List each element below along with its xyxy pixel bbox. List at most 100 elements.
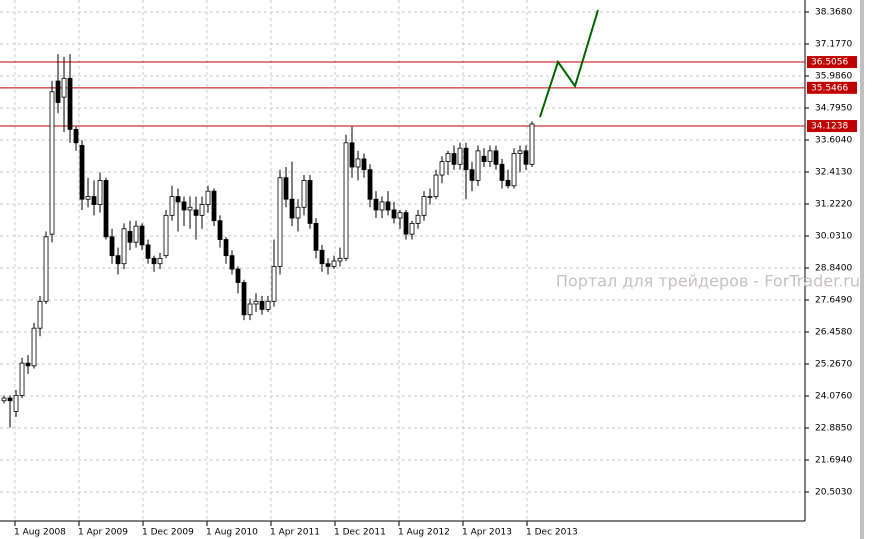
y-tick-label: 37.1770 [815, 40, 852, 50]
candle-body [331, 260, 337, 267]
x-tick-label: 1 Apr 2013 [462, 528, 512, 538]
candle-body [1, 397, 7, 402]
candle-body [79, 145, 85, 200]
candle-body [451, 153, 457, 165]
candle-body [73, 128, 79, 144]
candle-body [253, 300, 259, 305]
candle-body [271, 265, 277, 302]
x-tick-label: 1 Apr 2009 [78, 528, 128, 538]
y-tick-label: 21.6940 [815, 456, 852, 466]
candle-body [127, 231, 133, 243]
level-label-box [807, 120, 857, 133]
candle-body [169, 196, 175, 216]
candle-body [355, 158, 361, 168]
candle-body [91, 196, 97, 206]
candle-body [391, 209, 397, 219]
candle-body [523, 150, 529, 165]
candle-body [193, 209, 199, 216]
y-tick-label: 26.4580 [815, 328, 852, 338]
x-tick-label: 1 Apr 2011 [270, 528, 320, 538]
candle-body [139, 225, 145, 246]
candle-body [505, 180, 511, 187]
candle-body [235, 268, 241, 283]
candle-body [283, 177, 289, 200]
candle-body [517, 150, 523, 154]
y-tick-label: 22.8850 [815, 424, 852, 434]
candle-body [379, 201, 385, 211]
candle-body [217, 220, 223, 240]
candle-body [97, 180, 103, 206]
watermark: Портал для трейдеров - ForTrader.ru [556, 272, 860, 291]
candle-body [229, 255, 235, 270]
candle-body [67, 77, 73, 130]
candle-body [109, 236, 115, 257]
y-tick-label: 38.3680 [815, 8, 852, 18]
candle-body [55, 80, 61, 103]
level-label-box [807, 56, 857, 69]
x-tick-label: 1 Aug 2012 [398, 528, 450, 538]
y-tick-label: 31.2220 [815, 200, 852, 210]
level-label: 35.5466 [811, 83, 848, 93]
y-tick-label: 35.9860 [815, 72, 852, 82]
candle-body [37, 300, 43, 329]
candle-body [409, 223, 415, 235]
candle-body [187, 206, 193, 211]
candle-body [211, 190, 217, 222]
candle-body [397, 212, 403, 219]
candle-body [367, 169, 373, 200]
candle-body [199, 204, 205, 216]
candle-body [181, 201, 187, 211]
y-tick-label: 28.8400 [815, 264, 852, 274]
level-label: 36.5056 [811, 58, 848, 68]
candle-body [469, 169, 475, 181]
candle-body [163, 214, 169, 257]
candle-body [301, 180, 307, 208]
candle-body [13, 394, 19, 412]
candle-body [25, 362, 31, 367]
candle-body [205, 190, 211, 206]
candle-body [349, 142, 355, 168]
candle-body [175, 196, 181, 203]
candle-body [421, 196, 427, 216]
candle-body [133, 225, 139, 243]
candle-body [265, 300, 271, 310]
x-tick-label: 1 Aug 2008 [14, 528, 66, 538]
candle-body [463, 147, 469, 171]
candle-body [529, 123, 535, 165]
x-tick-label: 1 Dec 2013 [526, 528, 578, 538]
level-label-box [807, 81, 857, 94]
y-tick-label: 25.2670 [815, 360, 852, 370]
candle-body [313, 223, 319, 251]
candle-body [337, 257, 343, 262]
candle-body [343, 142, 349, 259]
candle-body [415, 214, 421, 224]
candle-body [121, 228, 127, 265]
candle-body [7, 397, 13, 402]
forecast-line [539, 9, 599, 118]
candle-body [289, 198, 295, 219]
candle-body [19, 362, 25, 396]
candle-body [481, 155, 487, 163]
candle-body [373, 198, 379, 211]
y-tick-label: 24.0760 [815, 392, 852, 402]
y-tick-label: 34.7950 [815, 104, 852, 114]
candle-body [319, 249, 325, 265]
candle-body [85, 196, 91, 200]
candle-body [445, 153, 451, 163]
candle-body [151, 257, 157, 265]
candle-body [475, 150, 481, 181]
x-tick-label: 1 Dec 2009 [142, 528, 194, 538]
candle-body [361, 158, 367, 171]
y-tick-label: 30.0310 [815, 232, 852, 242]
candle-body [385, 201, 391, 211]
candle-body [247, 303, 253, 316]
candle-body [145, 244, 151, 259]
candle-body [241, 282, 247, 316]
candle-body [493, 150, 499, 165]
candle-body [277, 177, 283, 267]
candle-body [61, 77, 67, 98]
candle-body [49, 91, 55, 235]
candle-body [439, 161, 445, 176]
